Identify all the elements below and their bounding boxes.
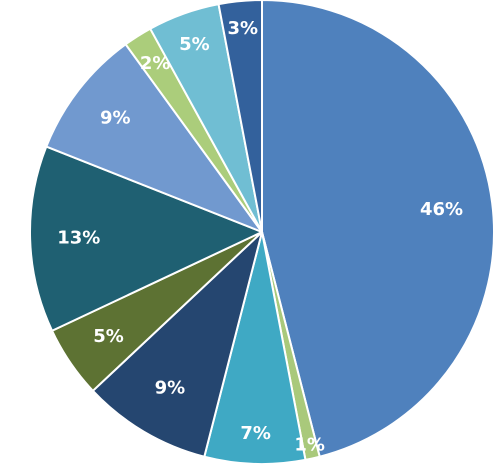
- pie-slice-label-1: 46%: [420, 199, 463, 220]
- pie-slice-label-6: 13%: [57, 227, 100, 248]
- pie-slice-label-2: 1%: [294, 434, 325, 455]
- pie-slice-10: [217, 0, 263, 233]
- pie-slice-7: [45, 43, 263, 233]
- pie-slice-label-3: 7%: [240, 423, 271, 444]
- pie-slice-4: [91, 231, 263, 458]
- pie-slice-3: [203, 231, 307, 465]
- pie-slice-1: [261, 0, 495, 458]
- pie-slice-label-7: 9%: [100, 108, 131, 129]
- pie-slice-label-4: 9%: [155, 377, 186, 398]
- pie-labels: 46% 1% 7% 9% 5% 13% 9% 2% 5% 3%: [57, 18, 463, 455]
- pie-slice-label-9: 5%: [179, 34, 210, 55]
- pie-slice-label-10: 3%: [228, 18, 259, 39]
- pie-slice-6: [29, 145, 263, 332]
- pie-slices: [29, 0, 495, 465]
- pie-slice-label-5: 5%: [93, 326, 124, 347]
- pie-slice-label-8: 2%: [140, 53, 171, 74]
